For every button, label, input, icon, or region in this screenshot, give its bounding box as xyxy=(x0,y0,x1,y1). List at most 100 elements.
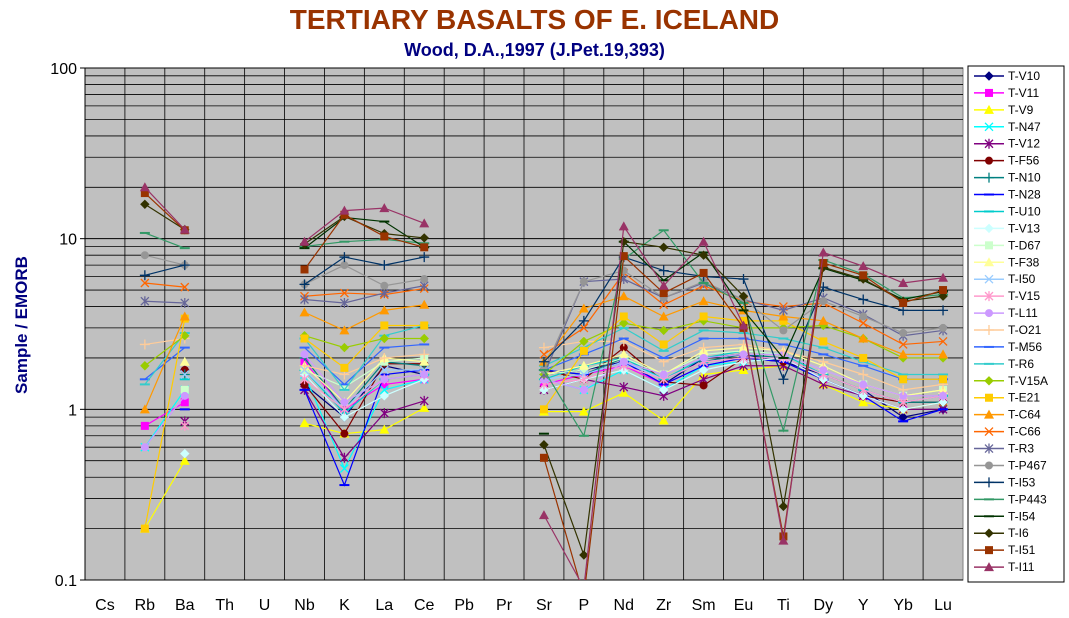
legend-entry: T-D67 xyxy=(974,238,1041,252)
data-point xyxy=(339,342,350,353)
data-point xyxy=(984,122,994,132)
data-point xyxy=(938,336,948,346)
series-line xyxy=(304,335,425,349)
data-point xyxy=(340,210,349,219)
data-point xyxy=(858,318,868,328)
legend-entry: T-M56 xyxy=(974,340,1042,354)
x-tick-label: Ce xyxy=(414,597,435,614)
legend-label: T-V9 xyxy=(1008,103,1034,117)
data-point xyxy=(578,303,589,313)
data-point xyxy=(419,233,429,243)
data-point xyxy=(139,404,150,414)
data-point xyxy=(984,376,994,386)
data-point xyxy=(699,353,708,362)
data-point xyxy=(778,305,788,316)
data-point xyxy=(618,387,629,397)
legend-entry: T-V13 xyxy=(974,221,1040,235)
data-point xyxy=(984,325,994,335)
series-line xyxy=(144,203,186,231)
data-point xyxy=(420,243,429,252)
data-point xyxy=(299,418,310,428)
data-point xyxy=(419,218,430,228)
x-tick-label: Ti xyxy=(777,597,790,614)
data-point xyxy=(578,315,589,326)
data-point xyxy=(299,279,310,290)
legend-label: T-C64 xyxy=(1008,408,1041,422)
data-point xyxy=(140,443,149,452)
series-line xyxy=(303,389,425,459)
data-point xyxy=(339,412,350,422)
y-tick-label: 100 xyxy=(50,61,77,78)
data-point xyxy=(658,242,669,253)
legend-entry: T-V15A xyxy=(974,374,1048,388)
data-point xyxy=(898,384,909,395)
plot-area: 0.1 1 10 100 Cs Rb Ba Th U Nb K La Ce Pb Pr Sr P Nd Zr Sm Eu… xyxy=(50,61,964,614)
data-point xyxy=(898,277,909,287)
legend-entry: T-V15 xyxy=(974,289,1040,303)
data-point xyxy=(899,375,908,384)
data-point xyxy=(140,524,149,533)
data-point xyxy=(339,452,349,463)
data-point xyxy=(659,370,668,379)
legend-label: T-I6 xyxy=(1008,526,1029,540)
data-point xyxy=(180,398,189,407)
legend-label: T-F38 xyxy=(1008,255,1040,269)
data-point xyxy=(420,370,429,379)
data-point xyxy=(984,443,994,454)
data-point xyxy=(738,274,749,285)
data-point xyxy=(180,448,190,459)
chart-subtitle: Wood, D.A.,1997 (J.Pet.19,393) xyxy=(404,40,665,60)
series-line xyxy=(144,332,186,385)
data-point xyxy=(339,325,350,335)
data-point xyxy=(984,528,994,538)
data-point xyxy=(579,277,588,286)
data-point xyxy=(419,299,430,309)
data-point xyxy=(898,339,908,349)
legend-entry: T-O21 xyxy=(974,323,1042,337)
data-point xyxy=(579,550,589,560)
legend-label: T-V15A xyxy=(1008,374,1048,388)
data-point xyxy=(579,323,589,333)
legend-entry: T-F38 xyxy=(974,255,1040,269)
x-tick-label: Ba xyxy=(175,597,195,614)
data-point xyxy=(859,380,868,389)
data-point xyxy=(578,360,589,370)
data-point xyxy=(984,291,994,302)
data-point xyxy=(179,224,190,234)
data-point xyxy=(579,346,588,355)
data-point xyxy=(140,251,149,260)
data-point xyxy=(579,366,588,375)
data-point xyxy=(858,391,868,401)
data-point xyxy=(779,326,788,335)
series-line xyxy=(144,282,185,288)
data-point xyxy=(699,381,708,390)
data-point xyxy=(899,391,908,400)
x-tick-label: K xyxy=(339,597,350,614)
data-point xyxy=(539,440,549,450)
series-line xyxy=(144,316,186,410)
data-point xyxy=(658,311,669,321)
data-point xyxy=(619,312,628,321)
legend-entry: T-R6 xyxy=(974,357,1034,371)
data-point xyxy=(179,260,190,271)
series-line xyxy=(144,389,186,448)
data-point xyxy=(140,296,150,307)
x-tick-label: Th xyxy=(215,597,234,614)
data-point xyxy=(984,562,994,572)
legend-label: T-D67 xyxy=(1008,238,1041,252)
legend-label: T-V15 xyxy=(1008,289,1040,303)
data-point xyxy=(899,298,908,307)
series-line xyxy=(304,369,425,411)
data-point xyxy=(985,88,993,97)
data-point xyxy=(619,318,629,328)
data-point xyxy=(179,356,190,366)
data-point xyxy=(619,357,628,366)
series-line xyxy=(144,192,186,231)
data-point xyxy=(339,297,349,308)
series-line xyxy=(304,256,425,285)
data-point xyxy=(379,203,390,213)
x-tick-label: Cs xyxy=(95,597,115,614)
data-point xyxy=(339,288,349,298)
data-point xyxy=(419,333,429,344)
data-point xyxy=(140,189,149,198)
